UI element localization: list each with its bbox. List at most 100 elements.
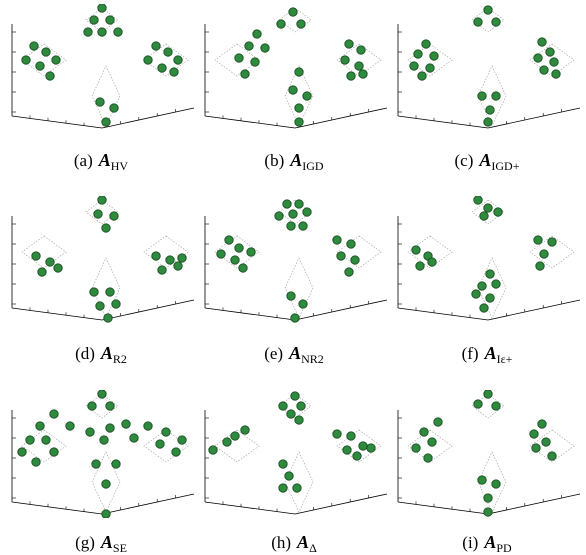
solution-point <box>533 235 543 245</box>
caption-subscript: PD <box>496 541 512 555</box>
solution-point <box>491 479 501 489</box>
solution-point <box>165 255 175 265</box>
solution-point <box>238 263 248 273</box>
solution-point <box>244 41 254 51</box>
caption-label: (a) <box>73 151 93 170</box>
solution-point <box>97 4 107 13</box>
subplot-g <box>6 390 196 518</box>
solution-point <box>356 45 366 55</box>
solution-point <box>483 390 493 399</box>
caption-symbol: A <box>290 150 303 170</box>
solution-point <box>151 251 161 261</box>
solution-point <box>103 313 113 323</box>
solution-point <box>21 55 31 65</box>
pareto-surface <box>284 257 314 319</box>
solution-point <box>35 421 45 431</box>
solution-point <box>101 223 111 233</box>
solution-point <box>346 71 356 81</box>
x-axis-line <box>397 115 489 129</box>
solution-point <box>41 435 51 445</box>
solution-point <box>288 7 298 17</box>
caption-e: (e) ANR2 <box>199 343 389 366</box>
solution-point <box>429 51 439 61</box>
solution-point <box>49 447 59 457</box>
solution-point <box>483 117 493 127</box>
caption-symbol: A <box>98 150 111 170</box>
pareto-surface <box>21 43 67 77</box>
caption-subscript: HV <box>110 159 129 173</box>
caption-g: (g) ASE <box>6 532 196 555</box>
solution-point <box>473 196 483 205</box>
solution-point <box>173 261 183 271</box>
subplot-f <box>392 196 582 324</box>
caption-a: (a) AHV <box>6 150 196 173</box>
solution-point <box>302 207 312 217</box>
pareto-surface <box>477 257 507 319</box>
solution-point <box>294 415 304 425</box>
solution-point <box>91 459 101 469</box>
x-axis-line <box>204 307 296 321</box>
solution-point <box>129 433 139 443</box>
solution-point <box>483 5 493 15</box>
solution-point <box>51 55 61 65</box>
solution-point <box>208 445 218 455</box>
solution-point <box>417 71 427 81</box>
solution-point <box>45 257 55 267</box>
solution-point <box>477 475 487 485</box>
solution-point <box>296 401 306 411</box>
pareto-surface <box>21 429 67 463</box>
solution-point <box>83 27 93 37</box>
solution-point <box>533 53 543 63</box>
solution-point <box>551 69 561 79</box>
pareto-surface <box>336 235 382 269</box>
solution-point <box>346 431 356 441</box>
solution-point <box>286 221 296 231</box>
pareto-surface <box>21 235 67 269</box>
caption-label: (e) <box>264 344 284 363</box>
solution-point <box>97 390 107 399</box>
pareto-surface <box>85 199 119 225</box>
solution-point <box>483 507 493 517</box>
x-axis-line <box>204 501 296 515</box>
solution-point <box>252 29 262 39</box>
solution-point <box>240 425 250 435</box>
pareto-surface <box>214 235 260 269</box>
x-axis-line <box>11 307 103 321</box>
pareto-surface <box>91 65 121 127</box>
solution-point <box>290 391 300 401</box>
pareto-surface <box>477 65 507 127</box>
solution-point <box>298 299 308 309</box>
solution-point <box>240 69 250 79</box>
solution-point <box>477 281 487 291</box>
solution-point <box>288 85 298 95</box>
solution-point <box>479 303 489 313</box>
solution-point <box>358 441 368 451</box>
solution-point <box>423 453 433 463</box>
solution-point <box>332 429 342 439</box>
solution-point <box>53 263 63 273</box>
solution-point <box>421 39 431 49</box>
pareto-surface <box>529 235 575 269</box>
solution-point <box>340 55 350 65</box>
caption-symbol: A <box>297 532 310 552</box>
solution-point <box>274 211 284 221</box>
solution-point <box>541 437 551 447</box>
solution-point <box>95 301 105 311</box>
solution-point <box>485 105 495 115</box>
solution-point <box>151 41 161 51</box>
y-axis-line <box>487 493 581 515</box>
caption-subscript: IGD <box>302 159 324 173</box>
x-axis-line <box>397 501 489 515</box>
y-axis-line <box>101 299 195 321</box>
solution-point <box>35 61 45 71</box>
solution-point <box>216 249 226 259</box>
solution-point <box>485 269 495 279</box>
solution-point <box>101 479 111 489</box>
solution-point <box>477 91 487 101</box>
solution-point <box>366 443 376 453</box>
caption-symbol: A <box>100 343 113 363</box>
solution-point <box>95 97 105 107</box>
solution-point <box>171 447 181 457</box>
y-axis-line <box>101 107 195 129</box>
solution-point <box>427 437 437 447</box>
